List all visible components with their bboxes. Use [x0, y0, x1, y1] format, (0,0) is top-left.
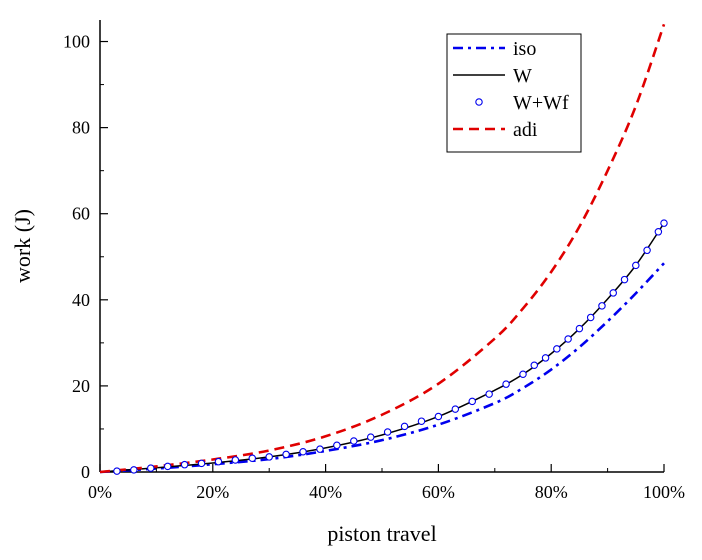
- data-point: [575, 324, 584, 333]
- x-tick-label: 100%: [643, 482, 685, 502]
- legend-label: W: [513, 65, 532, 87]
- x-tick-label: 60%: [422, 482, 455, 502]
- data-point: [316, 445, 324, 453]
- data-point: [248, 454, 257, 462]
- series-layer: [99, 23, 668, 475]
- legend-label: W+Wf: [513, 92, 569, 114]
- legend-label: adi: [513, 119, 538, 141]
- legend-item: W+Wf: [475, 92, 569, 114]
- legend-item: adi: [453, 119, 538, 141]
- data-point: [485, 390, 493, 398]
- data-point: [541, 354, 550, 362]
- data-point: [180, 460, 189, 469]
- data-point: [113, 467, 121, 475]
- data-point: [598, 302, 606, 310]
- data-point: [417, 417, 426, 425]
- data-point: [643, 246, 651, 255]
- plot-area: 0% 20% 40% 60% 80% 100% 0 20 40 60 80 100: [63, 20, 685, 502]
- x-tick-label: 80%: [535, 482, 568, 502]
- data-point: [197, 459, 206, 468]
- data-point: [519, 370, 527, 379]
- series-w-wf-markers: [113, 219, 668, 475]
- legend-label: iso: [513, 38, 536, 60]
- x-tick-label: 0%: [88, 482, 112, 502]
- data-point: [214, 457, 223, 466]
- data-point: [553, 345, 561, 353]
- x-axis-label: piston travel: [327, 521, 436, 546]
- y-tick-label: 80: [72, 118, 90, 138]
- series-adi-line: [99, 23, 666, 474]
- y-tick-label: 0: [81, 462, 90, 482]
- legend-swatch: [475, 98, 483, 106]
- data-point: [468, 397, 476, 406]
- data-point: [451, 405, 460, 413]
- data-point: [130, 466, 138, 474]
- data-point: [231, 456, 240, 464]
- data-point: [350, 437, 358, 445]
- legend-item: iso: [453, 38, 536, 60]
- data-point: [586, 313, 595, 322]
- x-axis-ticks: 0% 20% 40% 60% 80% 100%: [88, 464, 685, 502]
- data-point: [632, 261, 640, 270]
- data-point: [265, 453, 273, 461]
- data-point: [530, 361, 539, 369]
- data-point: [366, 433, 375, 441]
- series-w-line: [99, 222, 665, 473]
- x-tick-label: 20%: [196, 482, 229, 502]
- data-point: [400, 422, 409, 431]
- data-point: [620, 275, 629, 284]
- y-tick-label: 20: [72, 376, 90, 396]
- legend-item: W: [453, 65, 532, 87]
- data-point: [564, 335, 572, 343]
- x-tick-label: 40%: [309, 482, 342, 502]
- y-axis-label: work (J): [10, 209, 35, 283]
- legend-box: [446, 33, 582, 153]
- data-point: [654, 228, 663, 236]
- data-point: [282, 450, 290, 459]
- data-point: [299, 448, 307, 456]
- series-iso-line: [99, 262, 665, 474]
- y-tick-label: 40: [72, 290, 90, 310]
- y-tick-label: 60: [72, 204, 90, 224]
- data-point: [660, 219, 668, 227]
- data-point: [333, 441, 341, 450]
- legend: iso W W+Wf adi: [446, 33, 582, 153]
- y-tick-label: 100: [63, 32, 90, 52]
- data-point: [147, 464, 155, 472]
- y-axis-ticks: 0 20 40 60 80 100: [63, 32, 108, 482]
- data-point: [502, 380, 510, 388]
- data-point: [383, 428, 392, 436]
- data-point: [609, 289, 617, 297]
- data-point: [163, 462, 172, 471]
- data-point: [434, 412, 443, 421]
